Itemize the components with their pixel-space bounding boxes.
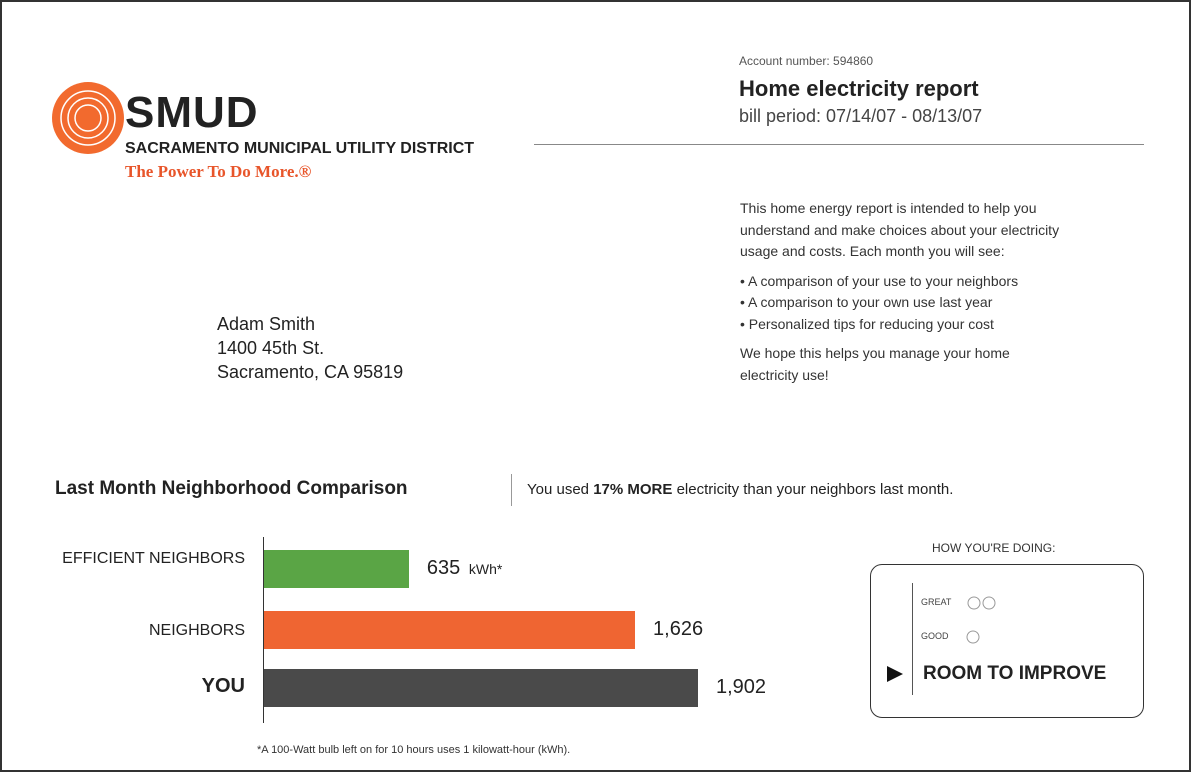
address: Adam Smith 1400 45th St. Sacramento, CA … [217,312,403,384]
address-line: 1400 45th St. [217,338,325,358]
rating-current: ROOM TO IMPROVE [923,663,1107,684]
divider [534,144,1144,145]
bullet-text: Personalized tips for reducing your cost [748,315,994,332]
separator [511,474,512,506]
summary-text: You used [527,481,590,498]
report-title: Home electricity report [739,76,979,101]
rating-box: GREAT GOOD ROOM TO IMPROVE [870,564,1144,718]
section-title: Last Month Neighborhood Comparison [55,478,408,499]
account-number: Account number: 594860 [739,54,874,68]
category-label: EFFICIENT NEIGHBORS [62,550,245,567]
bullets: • A comparison of your use to your neigh… [740,271,1090,336]
axis-line [263,537,264,723]
bar [264,611,636,649]
pointer [887,666,903,682]
logo-sun [52,82,124,154]
rating-line [912,583,913,695]
smileys [967,596,996,610]
logo-tagline: The Power To Do More.® [125,162,312,181]
summary-highlight: 17% MORE [593,481,673,498]
rating-heading: HOW YOU'RE DOING: [932,541,1056,555]
summary: You used 17% MORE electricity than your … [527,481,953,498]
category-label: NEIGHBORS [148,621,245,639]
bullet-text: A comparison to your own use last year [748,294,993,310]
bullet-text: A comparison of your use to your neighbo… [748,272,1019,289]
logo-district: SACRAMENTO MUNICIPAL UTILITY DISTRICT [125,140,475,157]
value-label: 635 [426,557,461,579]
footnote: *A 100-Watt bulb left on for 10 hours us… [257,744,571,756]
rating-level: GREAT [921,597,952,607]
logo-name: SMUD [125,88,259,137]
bar-chart: EFFICIENT NEIGHBORS 635 kWh* NEIGHBORS 1,626… [2,2,862,742]
bullet: • A comparison of your use to your neigh… [740,272,1019,289]
bill-period: bill period: 07/14/07 - 08/13/07 [739,106,983,126]
value-label: 1,902 [716,676,767,698]
intro: This home energy report is intended to h… [740,198,1090,386]
bar [264,550,409,588]
closing: We hope this helps you manage your home … [740,345,1010,383]
intro-text: This home energy report is intended to h… [740,200,1060,259]
summary-text: electricity than your neighbors last mon… [676,481,954,498]
bullet: • A comparison to your own use last year [740,294,993,310]
address-line: Sacramento, CA 95819 [217,362,404,382]
bar [264,669,698,707]
smiley [966,630,980,644]
unit-label: kWh* [468,561,503,577]
category-label: YOU [201,675,245,697]
rating-level: GOOD [921,631,949,641]
value-label: 1,626 [653,618,704,640]
bullet: • Personalized tips for reducing your co… [740,315,994,332]
address-line: Adam Smith [217,314,316,334]
